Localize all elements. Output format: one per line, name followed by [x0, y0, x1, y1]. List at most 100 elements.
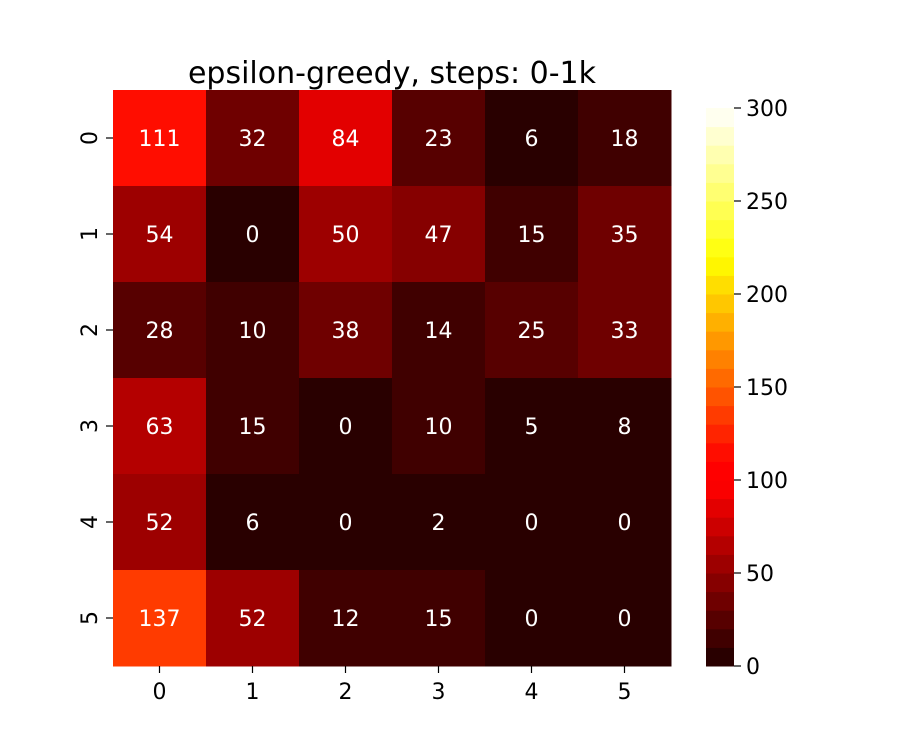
heatmap-cell-r2-c3 [392, 282, 486, 379]
colorbar-segment [706, 628, 734, 648]
heatmap-cell-r0-c0 [113, 90, 207, 187]
cell-value-label: 32 [239, 127, 267, 152]
x-tick-label: 2 [339, 680, 353, 705]
colorbar-tick-label: 150 [746, 376, 788, 401]
cell-value-label: 15 [239, 415, 267, 440]
heatmap-cell-r3-c4 [485, 378, 579, 475]
heatmap-cell-r3-c3 [392, 378, 486, 475]
colorbar-segment [706, 238, 734, 258]
cell-value-label: 8 [618, 415, 632, 440]
cell-value-label: 137 [139, 607, 181, 632]
colorbar-segment [706, 442, 734, 462]
cell-value-label: 54 [146, 223, 174, 248]
heatmap-cell-r4-c1 [206, 474, 300, 571]
colorbar-segment [706, 294, 734, 314]
y-tick-label: 2 [78, 323, 103, 337]
colorbar-tick-label: 250 [746, 190, 788, 215]
heatmap-cell-r5-c2 [299, 570, 393, 667]
cell-value-label: 12 [332, 607, 360, 632]
heatmap-cell-r4-c4 [485, 474, 579, 571]
cell-value-label: 0 [525, 511, 539, 536]
colorbar-segment [706, 275, 734, 295]
colorbar-segment [706, 461, 734, 481]
cell-value-label: 25 [518, 319, 546, 344]
cell-value-label: 52 [239, 607, 267, 632]
x-tick-label: 3 [432, 680, 446, 705]
heatmap-cell-r1-c1 [206, 186, 300, 283]
heatmap-cell-r4-c2 [299, 474, 393, 571]
cell-value-label: 111 [139, 127, 181, 152]
cell-value-label: 52 [146, 511, 174, 536]
cell-value-label: 0 [618, 607, 632, 632]
heatmap-cell-r3-c1 [206, 378, 300, 475]
colorbar-segment [706, 591, 734, 611]
heatmap-cell-r2-c4 [485, 282, 579, 379]
y-tick-label: 1 [78, 227, 103, 241]
cell-value-label: 50 [332, 223, 360, 248]
heatmap-cell-r2-c2 [299, 282, 393, 379]
colorbar-segment [706, 256, 734, 276]
heatmap-cell-r5-c5 [578, 570, 672, 667]
colorbar-segment [706, 182, 734, 202]
heatmap-cell-r1-c0 [113, 186, 207, 283]
x-tick-label: 5 [618, 680, 632, 705]
cell-value-label: 0 [246, 223, 260, 248]
x-tick-label: 0 [153, 680, 167, 705]
heatmap-cell-r4-c3 [392, 474, 486, 571]
colorbar-segment [706, 145, 734, 165]
colorbar-segment [706, 535, 734, 555]
heatmap-cell-r2-c0 [113, 282, 207, 379]
heatmap-cell-r0-c4 [485, 90, 579, 187]
colorbar-segment [706, 201, 734, 221]
heatmap-cell-r4-c0 [113, 474, 207, 571]
cell-value-label: 6 [246, 511, 260, 536]
cell-value-label: 6 [525, 127, 539, 152]
colorbar-tick-label: 200 [746, 283, 788, 308]
colorbar-segment [706, 312, 734, 332]
colorbar-segment [706, 424, 734, 444]
heatmap-cell-r5-c1 [206, 570, 300, 667]
colorbar-tick-label: 300 [746, 97, 788, 122]
cell-value-label: 0 [618, 511, 632, 536]
cell-value-label: 38 [332, 319, 360, 344]
colorbar-segment [706, 610, 734, 630]
heatmap-cell-r1-c4 [485, 186, 579, 283]
heatmap-cell-r0-c5 [578, 90, 672, 187]
cell-value-label: 0 [339, 511, 353, 536]
cell-value-label: 0 [339, 415, 353, 440]
colorbar-segment [706, 368, 734, 388]
heatmap-cell-r0-c1 [206, 90, 300, 187]
cell-value-label: 47 [425, 223, 453, 248]
cell-value-label: 15 [425, 607, 453, 632]
cell-value-label: 10 [425, 415, 453, 440]
cell-value-label: 33 [611, 319, 639, 344]
heatmap-cell-r2-c5 [578, 282, 672, 379]
y-tick-label: 5 [78, 611, 103, 625]
cell-value-label: 0 [525, 607, 539, 632]
y-tick-label: 0 [78, 131, 103, 145]
cell-value-label: 10 [239, 319, 267, 344]
cell-value-label: 2 [432, 511, 446, 536]
colorbar-segment [706, 126, 734, 146]
colorbar-segment [706, 498, 734, 518]
heatmap-cell-r3-c2 [299, 378, 393, 475]
colorbar-segment [706, 573, 734, 593]
cell-value-label: 84 [332, 127, 360, 152]
heatmap-cell-r0-c3 [392, 90, 486, 187]
chart-title: epsilon-greedy, steps: 0-1k [188, 56, 597, 91]
colorbar-segment [706, 163, 734, 183]
cell-value-label: 14 [425, 319, 453, 344]
colorbar-segment [706, 349, 734, 369]
cell-value-label: 23 [425, 127, 453, 152]
colorbar-tick-label: 50 [746, 562, 774, 587]
x-axis: 0 1 2 3 4 5 [153, 666, 632, 705]
heatmap-cells [113, 90, 672, 667]
y-axis: 0 1 2 3 4 5 [78, 131, 113, 625]
colorbar-segment [706, 554, 734, 574]
colorbar-segment [706, 405, 734, 425]
cell-value-label: 18 [611, 127, 639, 152]
colorbar-segment [706, 219, 734, 239]
colorbar-axis: 0 50 100 150 200 250 300 [734, 97, 788, 680]
colorbar-segment [706, 480, 734, 500]
